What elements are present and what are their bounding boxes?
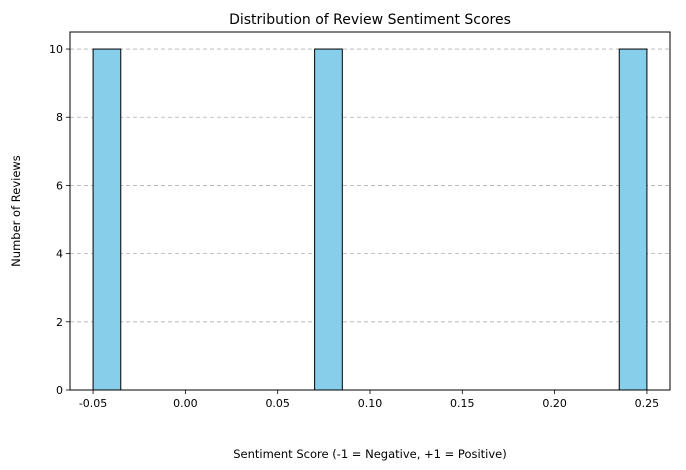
y-tick-label: 10 [49,43,63,56]
grid-lines [70,48,670,391]
x-tick-label: 0.10 [358,397,383,410]
x-axis-ticks: -0.05 0.00 0.05 0.10 0.15 0.20 0.25 [79,390,659,410]
plot-frame [69,31,671,391]
x-tick-label: 0.25 [635,397,660,410]
histogram-bar [314,48,343,391]
y-tick-label: 6 [56,179,63,192]
x-axis-label: Sentiment Score (-1 = Negative, +1 = Pos… [233,447,507,461]
x-tick-label: -0.05 [79,397,107,410]
histogram-bar [92,48,122,391]
y-tick-label: 8 [56,111,63,124]
y-tick-label: 0 [56,384,63,397]
x-tick-label: 0.00 [173,397,198,410]
y-axis-ticks: 0 2 4 6 8 10 [49,43,70,397]
y-tick-label: 2 [56,316,63,329]
x-tick-label: 0.20 [542,397,567,410]
chart-title: Distribution of Review Sentiment Scores [229,12,511,28]
y-tick-label: 4 [56,248,63,261]
x-tick-label: 0.05 [265,397,290,410]
y-axis-label: Number of Reviews [9,155,23,267]
histogram-bar [618,48,648,391]
x-tick-label: 0.15 [450,397,475,410]
bars [92,48,648,391]
